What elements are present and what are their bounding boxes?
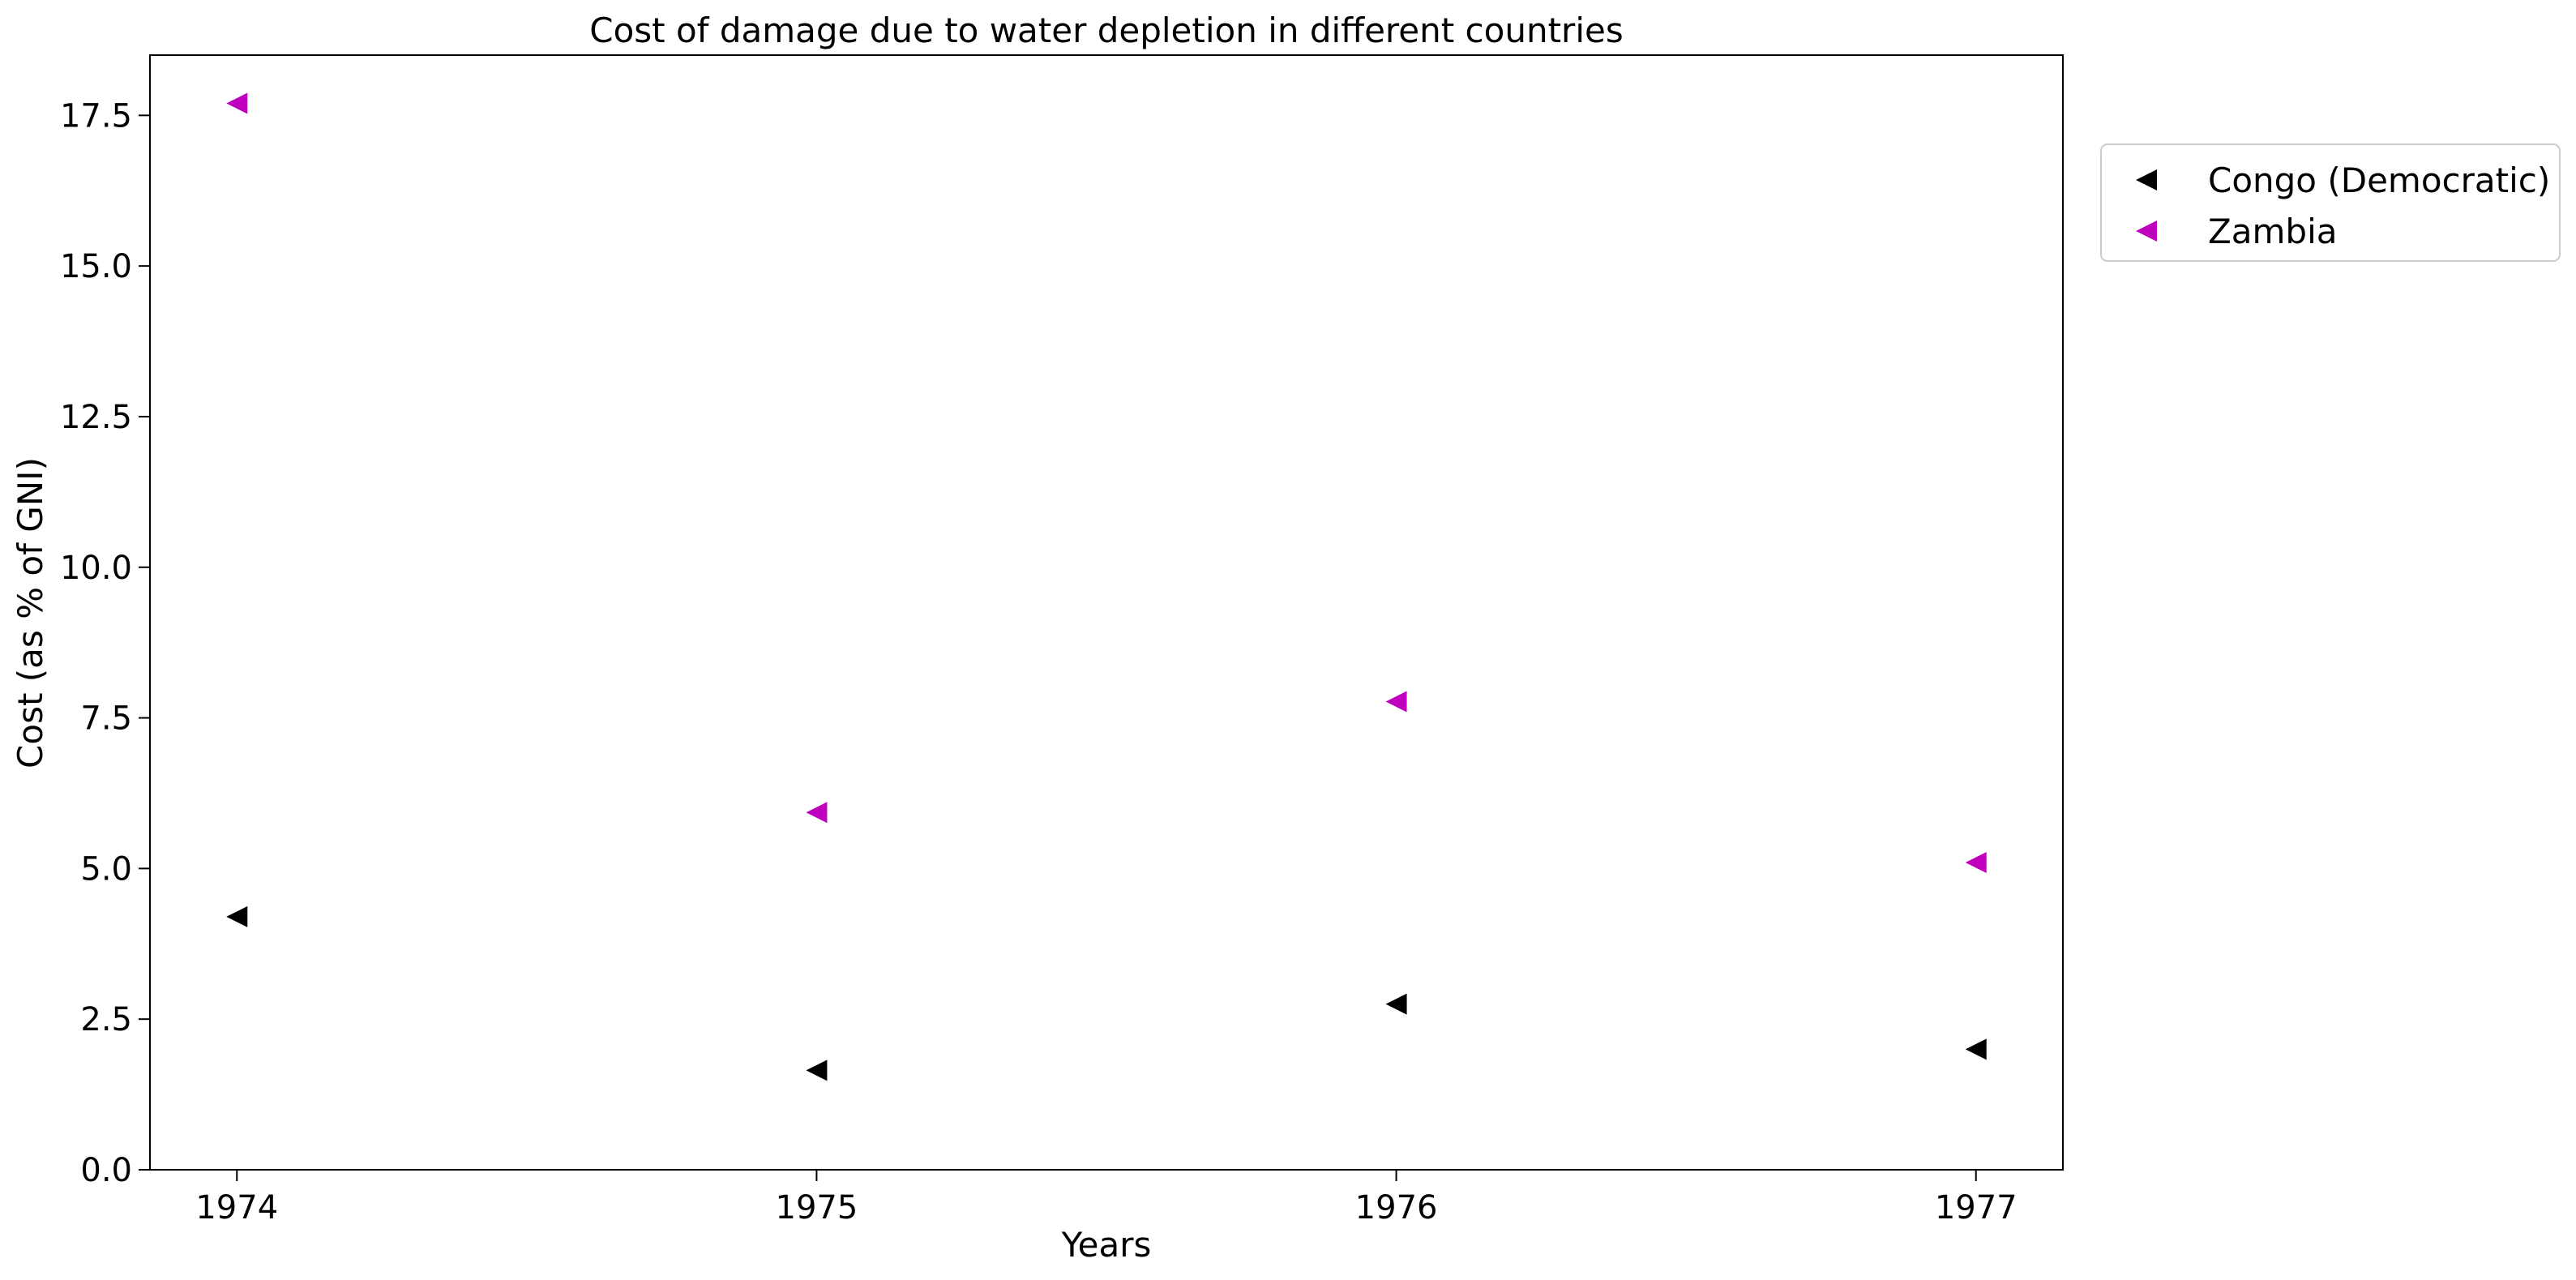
y-tick-label: 12.5 bbox=[60, 399, 132, 436]
y-tick-label: 7.5 bbox=[80, 700, 132, 738]
y-tick-label: 15.0 bbox=[60, 248, 132, 285]
data-point bbox=[1385, 691, 1407, 713]
y-axis: 0.0 2.5 5.0 7.5 10.0 12.5 15.0 17.5 bbox=[60, 97, 150, 1189]
legend-label: Zambia bbox=[2208, 212, 2338, 251]
chart-title: Cost of damage due to water depletion in… bbox=[589, 11, 1623, 50]
data-point bbox=[806, 1060, 828, 1081]
data-point bbox=[1965, 851, 1987, 873]
x-tick-label: 1977 bbox=[1935, 1189, 2018, 1226]
data-markers bbox=[226, 92, 1987, 1081]
data-point bbox=[1965, 1038, 1987, 1060]
data-point bbox=[1385, 993, 1407, 1015]
legend-marker bbox=[2136, 169, 2157, 191]
legend: Congo (Democratic) Zambia bbox=[2100, 143, 2561, 262]
legend-marker bbox=[2136, 220, 2157, 242]
y-tick-label: 2.5 bbox=[80, 1001, 132, 1038]
y-axis-label: Cost (as % of GNI) bbox=[11, 457, 50, 768]
y-tick-label: 5.0 bbox=[80, 850, 132, 888]
x-tick-label: 1976 bbox=[1355, 1189, 1438, 1226]
y-tick-label: 10.0 bbox=[60, 550, 132, 587]
y-tick-label: 17.5 bbox=[60, 97, 132, 135]
plot-area bbox=[149, 54, 2064, 1171]
data-point bbox=[226, 905, 248, 927]
legend-label: Congo (Democratic) bbox=[2208, 161, 2550, 200]
data-point bbox=[226, 92, 248, 114]
x-axis: 1974 1975 1976 1977 bbox=[195, 1170, 2018, 1226]
legend-box bbox=[2100, 143, 2561, 262]
plot-frame bbox=[149, 54, 2064, 1171]
y-tick-label: 0.0 bbox=[80, 1152, 132, 1189]
x-tick-label: 1974 bbox=[195, 1189, 278, 1226]
x-tick-label: 1975 bbox=[776, 1189, 858, 1226]
x-axis-label: Years bbox=[1061, 1225, 1152, 1265]
data-point bbox=[806, 802, 828, 824]
